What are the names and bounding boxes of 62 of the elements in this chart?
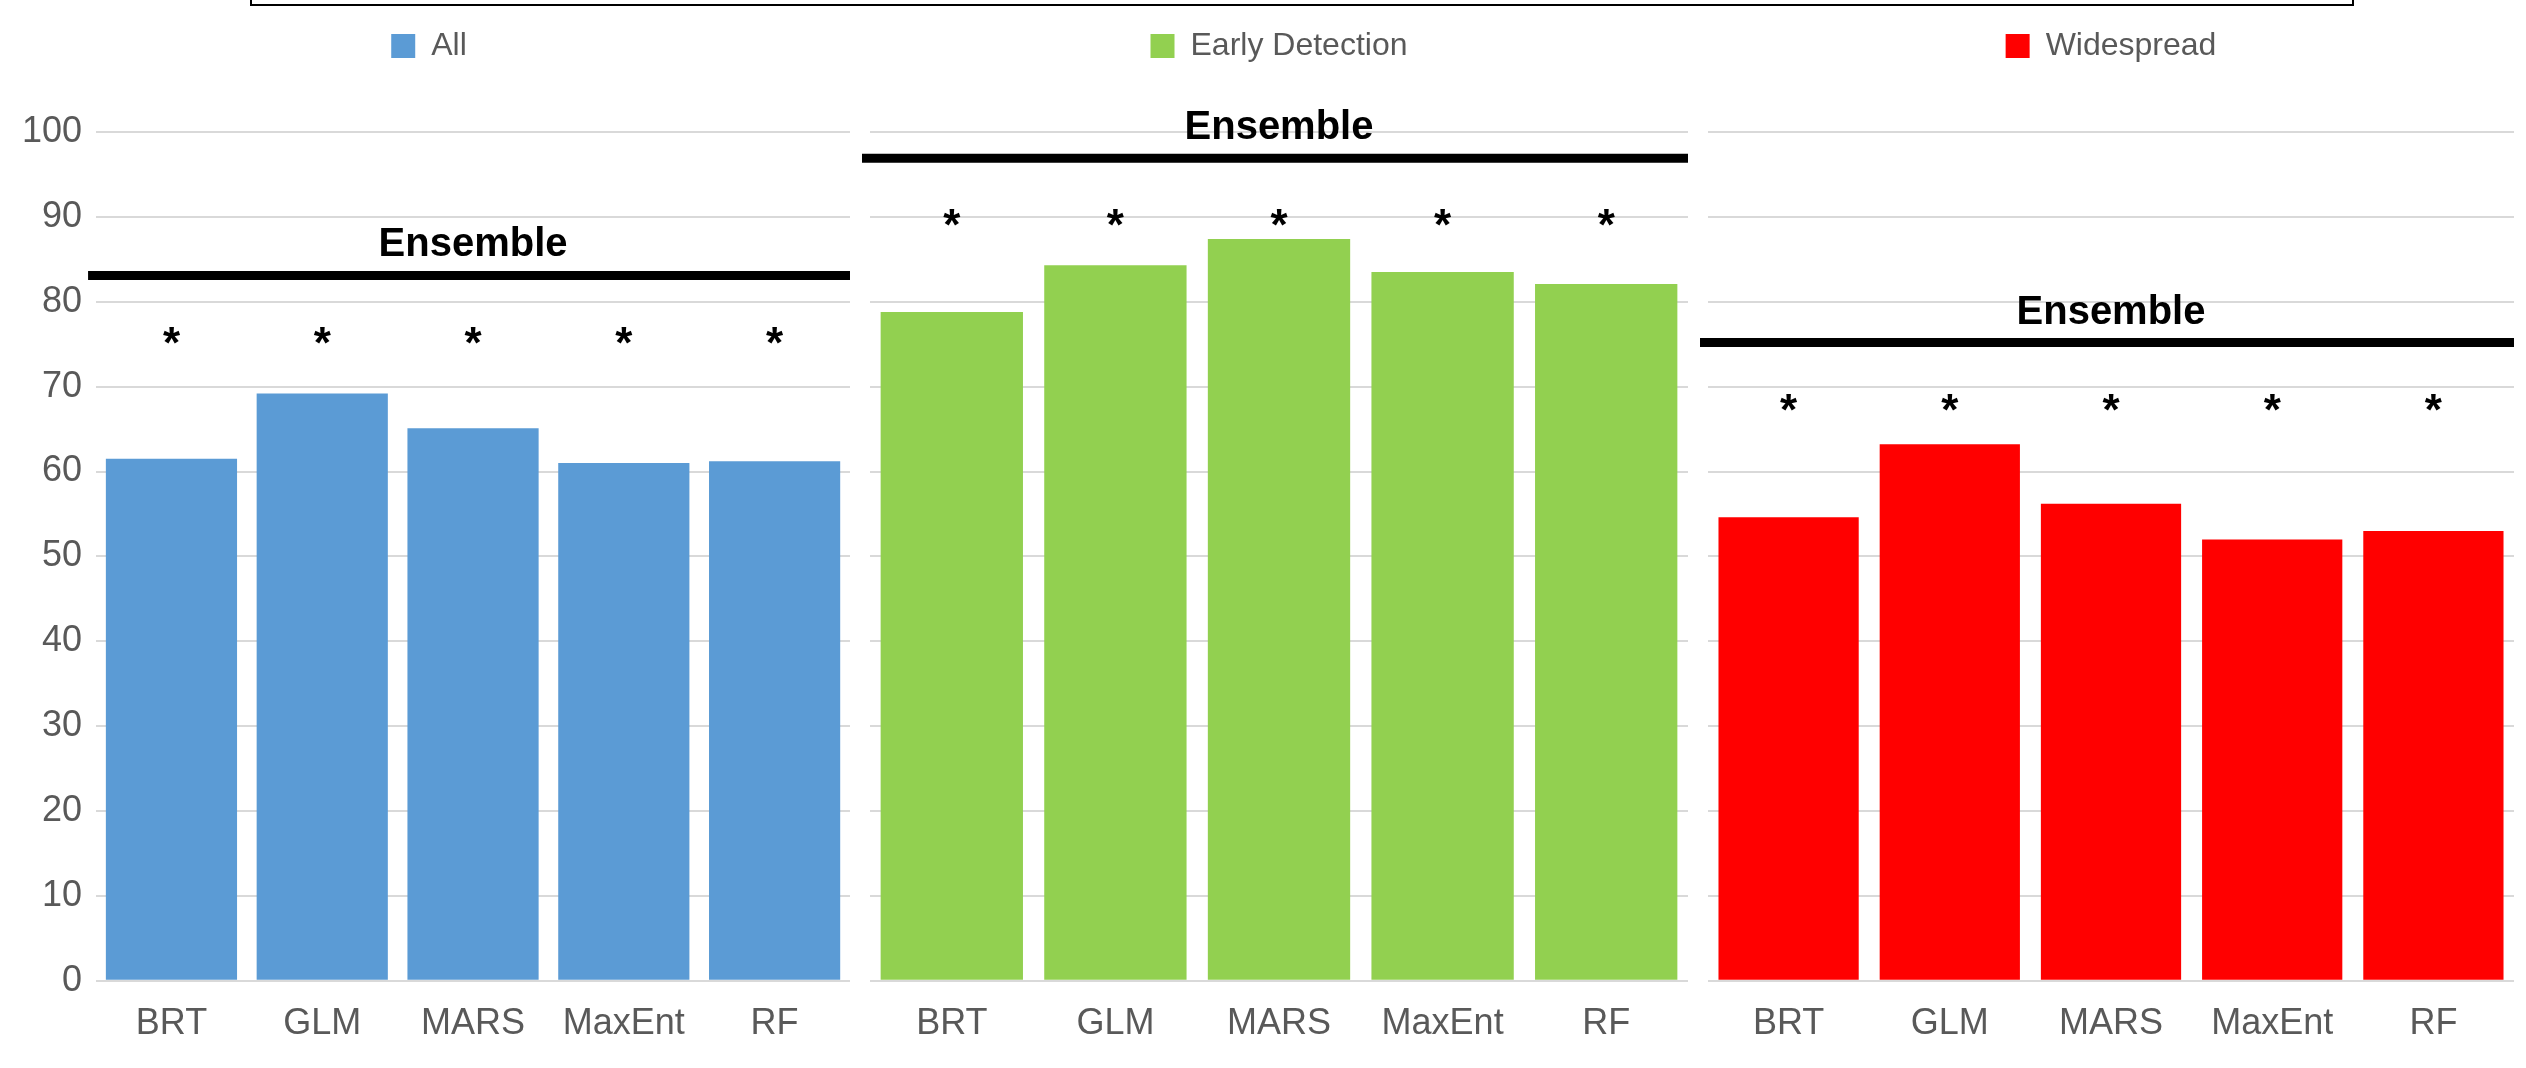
x-tick-label: MARS: [2058, 1001, 2164, 1043]
annotation: *: [1106, 200, 1125, 250]
y-tick-label: 90: [42, 193, 83, 235]
y-tick-label: 50: [42, 533, 83, 575]
bar: [558, 463, 690, 980]
x-tick-label: MARS: [421, 1001, 526, 1043]
x-tick-label: RF: [2409, 1001, 2458, 1043]
annotation: *: [1597, 200, 1616, 250]
annotation: *: [162, 317, 181, 367]
annotation: *: [2102, 384, 2121, 434]
x-tick-label: MaxEnt: [562, 1001, 685, 1043]
bar: [880, 311, 1023, 980]
x-tick-label: BRT: [1752, 1001, 1825, 1043]
bar: [1207, 238, 1351, 980]
bar: [105, 458, 238, 980]
bar: [1371, 272, 1514, 980]
y-tick-label: 100: [21, 108, 83, 150]
x-tick-label: MaxEnt: [1381, 1001, 1504, 1043]
y-tick-label: 0: [62, 957, 83, 999]
annotation: *: [766, 317, 785, 367]
annotation: *: [2424, 384, 2443, 434]
annotation: *: [1780, 384, 1799, 434]
x-tick-label: MaxEnt: [2211, 1001, 2334, 1043]
y-tick-label: 10: [42, 872, 83, 914]
bar: [1879, 444, 2020, 980]
ref-line-label: Ensemble: [2016, 287, 2206, 332]
annotation: *: [615, 317, 634, 367]
x-tick-label: GLM: [1910, 1001, 1989, 1043]
annotation: *: [313, 317, 332, 367]
bar: [2040, 503, 2182, 980]
x-tick-label: BRT: [916, 1001, 988, 1043]
bar: [256, 393, 388, 980]
bar: [1718, 517, 1859, 980]
bar: [2202, 539, 2343, 980]
bar: [1535, 283, 1678, 980]
annotation: *: [1434, 200, 1453, 250]
legend-label: Widespread: [2045, 25, 2217, 62]
annotation: *: [464, 317, 483, 367]
x-tick-label: GLM: [1076, 1001, 1155, 1043]
y-tick-label: 70: [42, 363, 83, 405]
annotation: *: [943, 200, 962, 250]
legend-label: Early Detection: [1190, 25, 1408, 62]
x-tick-label: BRT: [135, 1001, 208, 1043]
x-tick-label: RF: [750, 1001, 799, 1043]
ref-line-label: Ensemble: [1184, 103, 1374, 148]
bar: [407, 428, 539, 980]
y-tick-label: 40: [42, 618, 83, 660]
y-tick-label: 80: [42, 278, 83, 320]
bar: [1044, 265, 1187, 980]
y-tick-label: 20: [42, 787, 83, 829]
bar: [709, 461, 841, 980]
x-tick-label: MARS: [1226, 1001, 1332, 1043]
y-tick-label: 30: [42, 703, 83, 745]
annotation: *: [1270, 200, 1289, 250]
annotation: *: [2263, 384, 2282, 434]
ref-line-label: Ensemble: [378, 220, 568, 265]
y-tick-label: 60: [42, 448, 83, 490]
x-tick-label: GLM: [283, 1001, 362, 1043]
x-tick-label: RF: [1582, 1001, 1631, 1043]
annotation: *: [1941, 384, 1960, 434]
legend-label: All: [431, 25, 467, 62]
bar: [2363, 530, 2504, 980]
